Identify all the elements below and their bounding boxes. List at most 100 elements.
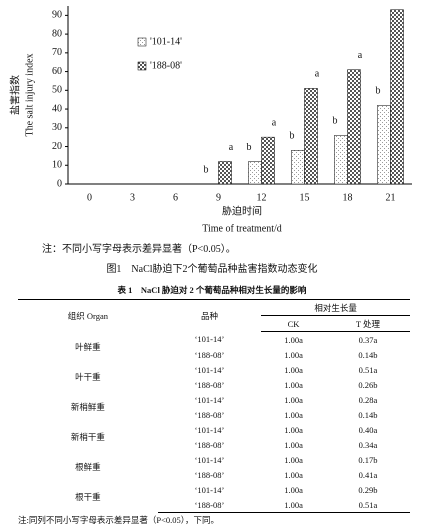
table-row: ‘188-08’ 1.00a 0.26b (18, 377, 410, 392)
value-label: a (315, 69, 320, 80)
table-cell: ‘101-14’ (194, 424, 225, 435)
bar (304, 88, 318, 185)
table-cell: 0.41a (358, 469, 378, 480)
table-cell: 1.00a (284, 469, 303, 480)
table: 组织 Organ 品种 相对生长量 CK T 处理 叶鲜重 ‘101-14’ 1.0… (18, 299, 410, 513)
table-row: ‘188-08’ 1.00a 0.14b (18, 407, 410, 422)
table-cell: ‘188-08’ (194, 409, 225, 420)
table-cell: 0.14b (358, 349, 378, 360)
table-cell: ‘101-14’ (194, 394, 225, 405)
table-row: 新梢干重 ‘101-14’ 1.00a 0.40a (18, 422, 410, 443)
y-tick-label: 10 (52, 160, 62, 171)
organ-cell: 叶鲜重 (75, 341, 101, 352)
table-cell: 1.00a (284, 409, 303, 420)
y-axis-label: The salt injury index (24, 53, 35, 136)
x-tick-label: 12 (257, 192, 267, 203)
table-cell: 0.14b (358, 409, 378, 420)
table-cell: 1.00a (284, 439, 303, 450)
y-tick-label: 40 (52, 103, 62, 114)
table-cell: 0.34a (358, 439, 378, 450)
table-cell: 1.00a (284, 334, 303, 345)
table-row: 根干重 ‘101-14’ 1.00a 0.29b (18, 482, 410, 503)
table-cell: ‘188-08’ (194, 439, 225, 450)
header-cell: 组织 Organ (18, 299, 158, 332)
x-axis-label: 胁迫时间 (222, 204, 262, 217)
value-label: a (272, 117, 277, 128)
table-row: 叶干重 ‘101-14’ 1.00a 0.51a (18, 362, 410, 383)
note: 注：不同小写字母表示差异显著（P<0.05）。 (42, 244, 236, 255)
value-label: b (376, 86, 381, 97)
table-cell: ‘101-14’ (194, 334, 225, 345)
table-cell: 0.40a (358, 424, 378, 435)
table-cell: 0.29b (358, 484, 378, 495)
value-label: b (333, 116, 338, 127)
table-cell: ‘101-14’ (194, 364, 225, 375)
x-tick-label: 3 (130, 192, 135, 203)
value-label: b (204, 164, 209, 175)
table-cell: 0.51a (325, 497, 410, 513)
y-tick-label: 30 (52, 122, 62, 133)
table-cell: 1.00a (284, 349, 303, 360)
table-note: 注:同列不同小写字母表示差异显著（P<0.05），下同。 (18, 515, 220, 525)
y-tick-label: 0 (57, 178, 62, 189)
table-cell: 0.26b (358, 379, 378, 390)
legend-label: '101-14' (150, 36, 182, 47)
table-cell: 0.17b (358, 454, 378, 465)
table-row: ‘188-08’ 1.00a 0.34a (18, 437, 410, 452)
table-cell: 1.00a (284, 454, 303, 465)
organ-cell: 新梢干重 (70, 432, 105, 442)
value-label: b (247, 142, 252, 153)
table-row: ‘188-08’ 1.00a 0.51a (18, 497, 410, 513)
x-tick-label: 15 (300, 192, 310, 203)
x-tick-label: 21 (386, 192, 396, 203)
table-cell: ‘188-08’ (157, 497, 262, 513)
organ-cell: 新梢鲜重 (70, 402, 105, 412)
table-cell: 1.00a (284, 364, 303, 375)
legend-swatch (137, 37, 147, 47)
organ-cell: 根鲜重 (75, 462, 101, 472)
header-cell: 品种 (157, 299, 262, 332)
bar (291, 150, 305, 185)
x-tick-label: 9 (216, 192, 221, 203)
table-cell: 1.00a (261, 497, 326, 513)
bar (248, 161, 262, 185)
table-cell: ‘101-14’ (194, 484, 225, 495)
table-cell: 1.00a (284, 424, 303, 435)
y-tick-label: 50 (52, 85, 62, 96)
value-label: a (401, 0, 406, 1)
table-cell: ‘101-14’ (194, 454, 225, 465)
table-title: 表 1 NaCl 胁迫对 2 个葡萄品种相对生长量的影响 (117, 285, 307, 295)
value-label: a (358, 50, 363, 61)
y-tick-label: 70 (52, 47, 62, 58)
bar (377, 105, 391, 185)
y-tick-label: 20 (52, 141, 62, 152)
table-cell: ‘188-08’ (194, 379, 225, 390)
table-row: ‘188-08’ 1.00a 0.14b (18, 347, 410, 362)
bar (334, 135, 348, 185)
table-row: 新梢鲜重 ‘101-14’ 1.00a 0.28a (18, 392, 410, 413)
bar (390, 9, 404, 185)
x-tick-label: 18 (343, 192, 353, 203)
table-cell: 1.00a (284, 379, 303, 390)
organ-cell: 叶干重 (75, 372, 101, 382)
header-cell: T 处理 (325, 315, 410, 332)
organ-cell: 根干重 (75, 492, 101, 503)
header-cell: 相对生长量 (261, 299, 410, 316)
header-cell: CK (261, 315, 326, 332)
x-tick-label: 0 (87, 192, 92, 203)
bar (347, 69, 361, 185)
bar (218, 161, 232, 185)
legend-swatch (137, 61, 147, 71)
value-label: b (290, 131, 295, 142)
table-cell: ‘188-08’ (194, 349, 225, 360)
table-row: ‘188-08’ 1.00a 0.41a (18, 467, 410, 482)
table-row: 根鲜重 ‘101-14’ 1.00a 0.17b (18, 452, 410, 473)
table-cell: 1.00a (284, 484, 303, 495)
table-cell: 1.00a (284, 394, 303, 405)
y-tick-label: 60 (52, 66, 62, 77)
bar (261, 136, 275, 185)
y-tick-label: 80 (52, 28, 62, 39)
y-tick-label: 90 (52, 10, 62, 21)
x-tick-label: 6 (173, 192, 178, 203)
